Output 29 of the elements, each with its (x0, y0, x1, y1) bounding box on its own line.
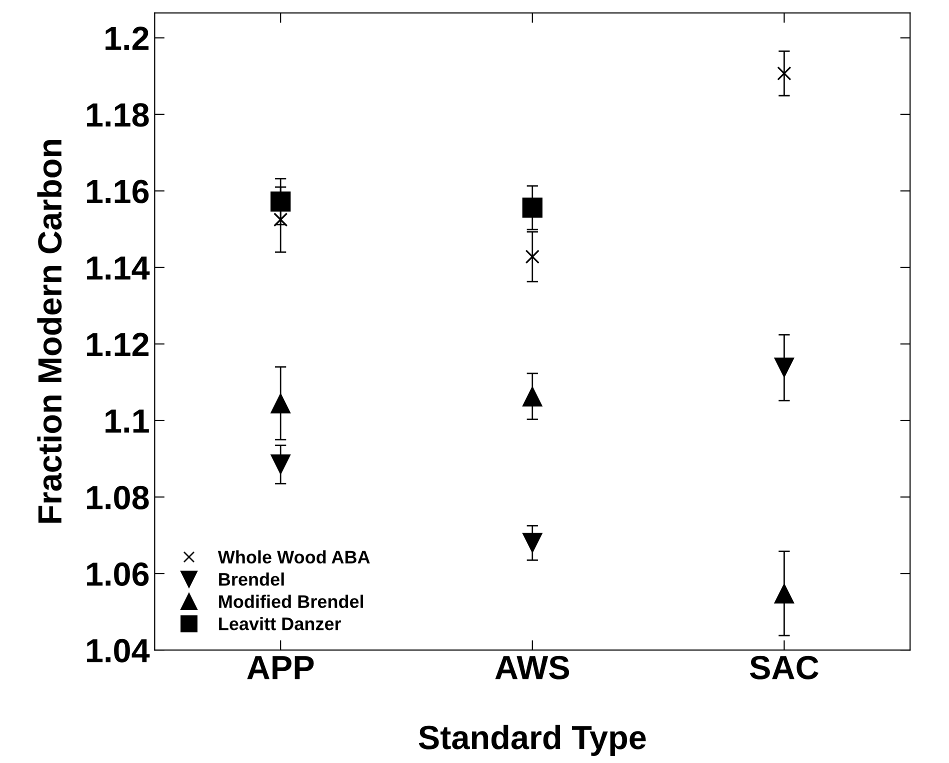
point (525, 250, 540, 264)
y-tick-label: 1.12 (87, 332, 148, 356)
point (777, 66, 792, 81)
y-tick-label: 1.08 (87, 486, 149, 510)
point (270, 454, 291, 475)
legend-label: Leavitt Danzer (219, 616, 342, 630)
x-axis-title: Standard Type (418, 724, 646, 756)
y-axis-title: Fraction Modern Carbon (37, 140, 62, 523)
legend-label: Brendel (219, 572, 284, 586)
point (274, 212, 288, 227)
y-tick-label: 1.04 (87, 638, 150, 662)
x-tick-label: SAC (750, 656, 818, 680)
point (522, 532, 542, 554)
point (774, 583, 794, 604)
point (774, 358, 794, 378)
y-tick-label: 1.16 (87, 180, 149, 204)
point (522, 198, 542, 218)
y-tick-label: 1.18 (87, 103, 149, 127)
y-tick-label: 1.06 (87, 562, 149, 586)
x-tick-label: APP (247, 656, 314, 680)
legend-label: Whole Wood ABA (218, 550, 370, 564)
y-tick-label: 1.2 (106, 26, 148, 50)
x-tick-label: AWS (495, 656, 570, 680)
legend-label: Modified Brendel (219, 594, 364, 608)
y-tick-label: 1.1 (106, 410, 149, 433)
point (270, 192, 291, 212)
point (522, 386, 542, 406)
y-tick-label: 1.14 (87, 256, 150, 280)
point (270, 393, 291, 414)
